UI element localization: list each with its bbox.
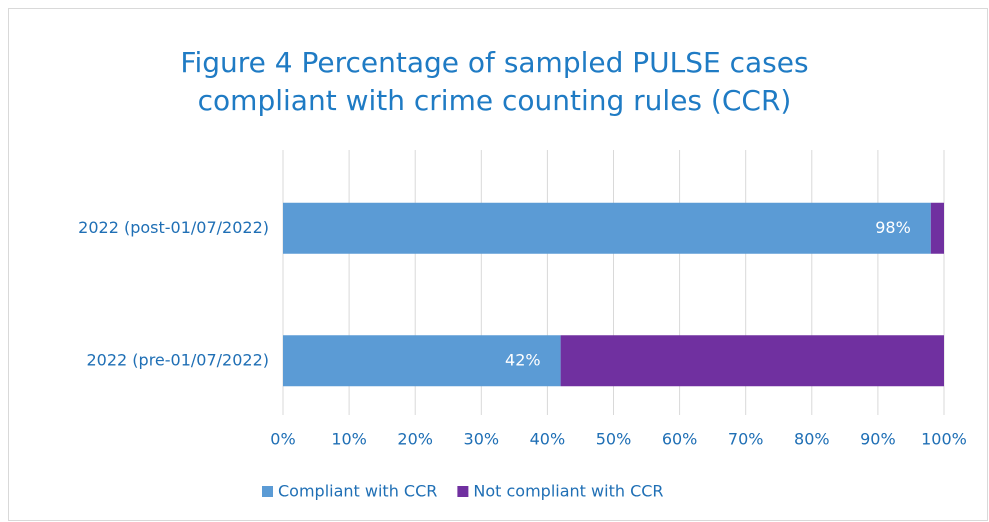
y-tick-label: 2022 (pre-01/07/2022) <box>86 350 269 369</box>
data-label: 98% <box>875 218 911 237</box>
y-tick-label: 2022 (post-01/07/2022) <box>78 218 269 237</box>
x-tick-label: 40% <box>530 430 566 449</box>
bar-segment <box>283 335 561 387</box>
legend-label: Compliant with CCR <box>278 482 437 501</box>
bar-segment <box>283 202 931 254</box>
legend-swatch <box>262 486 273 497</box>
x-tick-label: 30% <box>464 430 500 449</box>
x-tick-label: 60% <box>662 430 698 449</box>
x-tick-label: 20% <box>397 430 433 449</box>
legend-label: Not compliant with CCR <box>473 482 663 501</box>
legend-swatch <box>457 486 469 497</box>
x-tick-label: 10% <box>331 430 367 449</box>
x-tick-label: 100% <box>921 430 967 449</box>
x-tick-label: 0% <box>270 430 295 449</box>
bar-segment <box>930 202 944 254</box>
data-label: 42% <box>505 350 541 369</box>
bar-segment <box>560 335 944 387</box>
x-tick-label: 70% <box>728 430 764 449</box>
x-tick-label: 50% <box>596 430 632 449</box>
chart-title: Figure 4 Percentage of sampled PULSE cas… <box>180 46 809 117</box>
x-tick-label: 80% <box>794 430 830 449</box>
x-tick-label: 90% <box>860 430 896 449</box>
chart-frame <box>8 8 988 521</box>
